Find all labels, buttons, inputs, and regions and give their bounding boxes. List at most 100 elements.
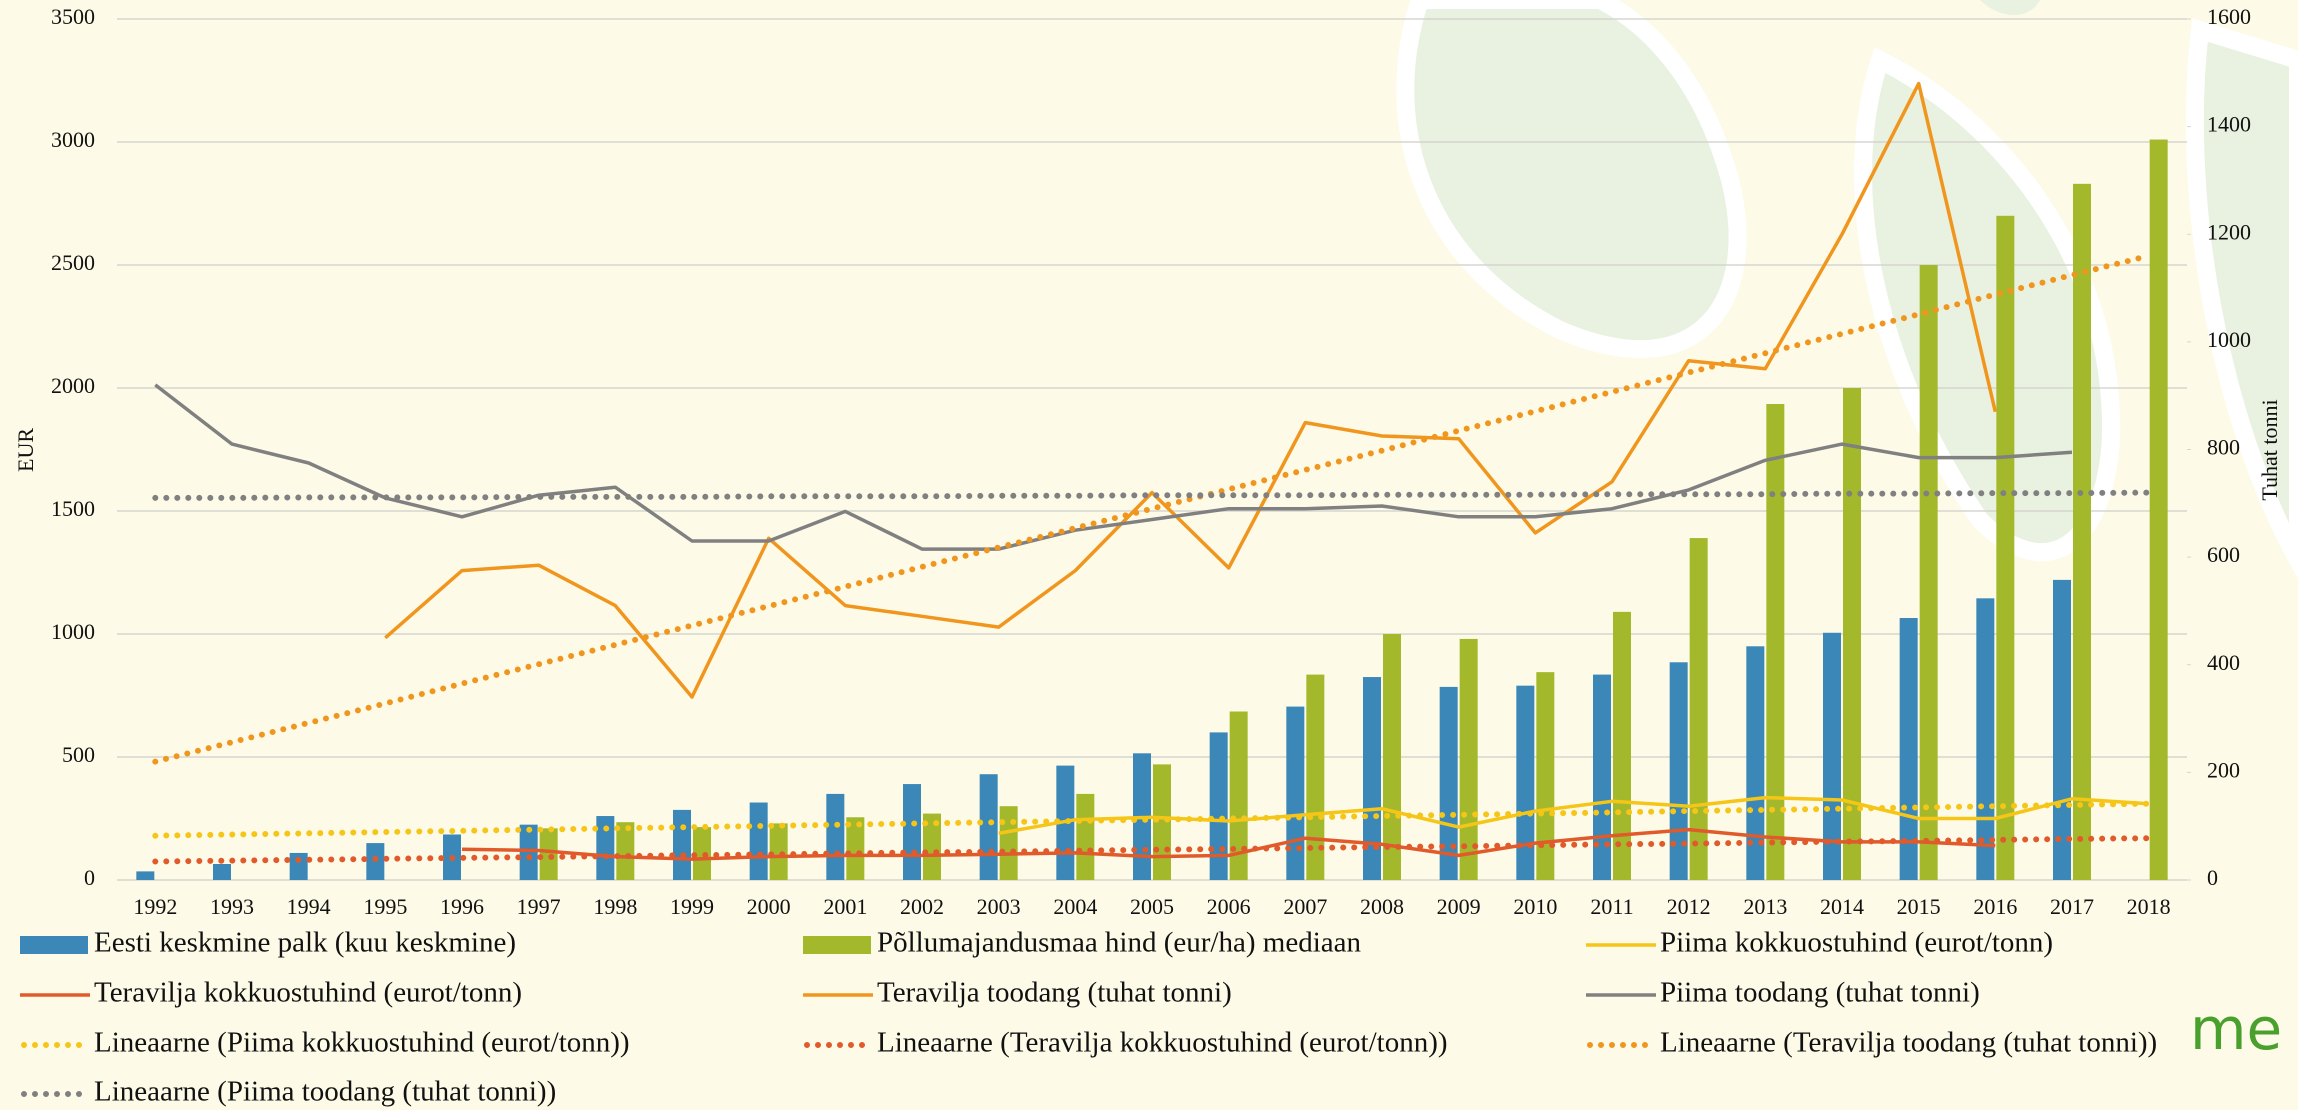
x-tick-label: 2001 bbox=[823, 894, 867, 919]
legend-label: Lineaarne (Teravilja kokkuostuhind (euro… bbox=[877, 1027, 1448, 1059]
legend-label: Piima kokkuostuhind (eurot/tonn) bbox=[1660, 927, 2053, 959]
bar bbox=[1823, 632, 1841, 880]
x-tick-label: 2018 bbox=[2127, 894, 2171, 919]
bar bbox=[826, 793, 845, 880]
line bbox=[461, 827, 1996, 861]
legend-label: Lineaarne (Teravilja toodang (tuhat tonn… bbox=[1660, 1027, 2157, 1059]
x-tick-label: 2007 bbox=[1283, 894, 1327, 919]
y2-tick-label: 1000 bbox=[2207, 327, 2251, 352]
bar bbox=[289, 852, 308, 880]
y2-tick-label: 400 bbox=[2207, 650, 2240, 675]
y-tick-label: 2000 bbox=[51, 373, 95, 398]
x-tick-label: 2012 bbox=[1667, 894, 1711, 919]
bar bbox=[749, 802, 768, 880]
line bbox=[154, 383, 2073, 551]
legend-label: Teravilja kokkuostuhind (eurot/tonn) bbox=[94, 977, 522, 1009]
bar bbox=[693, 827, 711, 880]
bar bbox=[999, 806, 1018, 880]
legend-label: Teravilja toodang (tuhat tonni) bbox=[877, 977, 1232, 1009]
bar bbox=[923, 813, 941, 880]
x-tick-label: 2010 bbox=[1513, 894, 1557, 919]
bar bbox=[1843, 388, 1861, 880]
bar bbox=[596, 816, 615, 880]
bar bbox=[1536, 672, 1555, 880]
x-tick-label: 1998 bbox=[593, 894, 637, 919]
x-tick-label: 1994 bbox=[287, 894, 331, 919]
x-tick-label: 2008 bbox=[1360, 894, 1404, 919]
x-tick-label: 2002 bbox=[900, 894, 944, 919]
y-tick-label: 3000 bbox=[51, 127, 95, 152]
x-tick-label: 1996 bbox=[440, 894, 484, 919]
y2-tick-label: 0 bbox=[2207, 865, 2218, 890]
x-tick-label: 2014 bbox=[1820, 894, 1864, 919]
legend-swatch bbox=[20, 936, 88, 954]
x-tick-label: 2016 bbox=[1973, 894, 2017, 919]
bar bbox=[2149, 139, 2168, 881]
bar bbox=[213, 864, 231, 880]
bar bbox=[673, 809, 691, 880]
x-tick-label: 2006 bbox=[1207, 894, 1251, 919]
bar bbox=[1076, 793, 1095, 880]
x-tick-label: 2015 bbox=[1897, 894, 1941, 919]
bar bbox=[846, 817, 865, 880]
background-leaves bbox=[1396, 0, 2298, 579]
x-tick-label: 1999 bbox=[670, 894, 714, 919]
legend-label: Eesti keskmine palk (kuu keskmine) bbox=[94, 927, 516, 959]
y-axis-title: EUR bbox=[13, 428, 38, 472]
bar bbox=[2073, 183, 2091, 880]
bar bbox=[1766, 403, 1785, 880]
x-tick-label: 1992 bbox=[133, 894, 177, 919]
legend-label: Põllumajandusmaa hind (eur/ha) mediaan bbox=[877, 927, 1361, 959]
x-tick-label: 1995 bbox=[363, 894, 407, 919]
bar bbox=[1286, 706, 1305, 880]
bar bbox=[1229, 711, 1248, 880]
bar bbox=[616, 822, 635, 880]
legend-swatch bbox=[803, 936, 871, 954]
bar bbox=[1459, 638, 1478, 880]
trend-line bbox=[152, 835, 2152, 865]
bar bbox=[1976, 598, 1995, 880]
y2-tick-label: 600 bbox=[2207, 542, 2240, 567]
x-tick-label: 2013 bbox=[1743, 894, 1787, 919]
bar bbox=[769, 823, 788, 880]
logo: me bbox=[2190, 995, 2282, 1063]
bar bbox=[1306, 674, 1325, 880]
y2-tick-label: 200 bbox=[2207, 757, 2240, 782]
x-tick-label: 2005 bbox=[1130, 894, 1174, 919]
x-tick-label: 2009 bbox=[1437, 894, 1481, 919]
y-tick-label: 1500 bbox=[51, 496, 95, 521]
trend-line bbox=[152, 252, 2152, 765]
x-tick-label: 2003 bbox=[977, 894, 1021, 919]
bar bbox=[539, 828, 558, 880]
y-tick-label: 3500 bbox=[51, 4, 95, 29]
y-tick-label: 0 bbox=[84, 865, 95, 890]
x-tick-label: 2004 bbox=[1053, 894, 1097, 919]
y2-tick-label: 1400 bbox=[2207, 112, 2251, 137]
legend-label: Lineaarne (Piima toodang (tuhat tonni)) bbox=[94, 1076, 556, 1108]
bar bbox=[519, 824, 538, 880]
trend-line bbox=[152, 489, 2152, 501]
y-tick-label: 2500 bbox=[51, 250, 95, 275]
y2-axis-title: Tuhat tonni bbox=[2257, 399, 2282, 500]
bar bbox=[1669, 662, 1688, 880]
y2-tick-label: 1600 bbox=[2207, 4, 2251, 29]
y2-tick-label: 800 bbox=[2207, 435, 2240, 460]
x-tick-label: 2017 bbox=[2050, 894, 2094, 919]
bar bbox=[136, 871, 155, 880]
y2-tick-label: 1200 bbox=[2207, 219, 2251, 244]
bar bbox=[1439, 686, 1458, 880]
trend-line bbox=[152, 800, 2152, 839]
bar bbox=[903, 784, 921, 880]
bar bbox=[1209, 732, 1228, 880]
bar bbox=[2053, 579, 2071, 880]
x-tick-label: 1993 bbox=[210, 894, 254, 919]
bar bbox=[1363, 677, 1381, 880]
y-tick-label: 1000 bbox=[51, 619, 95, 644]
legend-label: Lineaarne (Piima kokkuostuhind (eurot/to… bbox=[94, 1027, 630, 1059]
bar bbox=[979, 774, 998, 880]
x-tick-label: 2011 bbox=[1590, 894, 1633, 919]
bar bbox=[1516, 685, 1535, 880]
bar bbox=[1689, 538, 1708, 880]
x-tick-label: 1997 bbox=[517, 894, 561, 919]
